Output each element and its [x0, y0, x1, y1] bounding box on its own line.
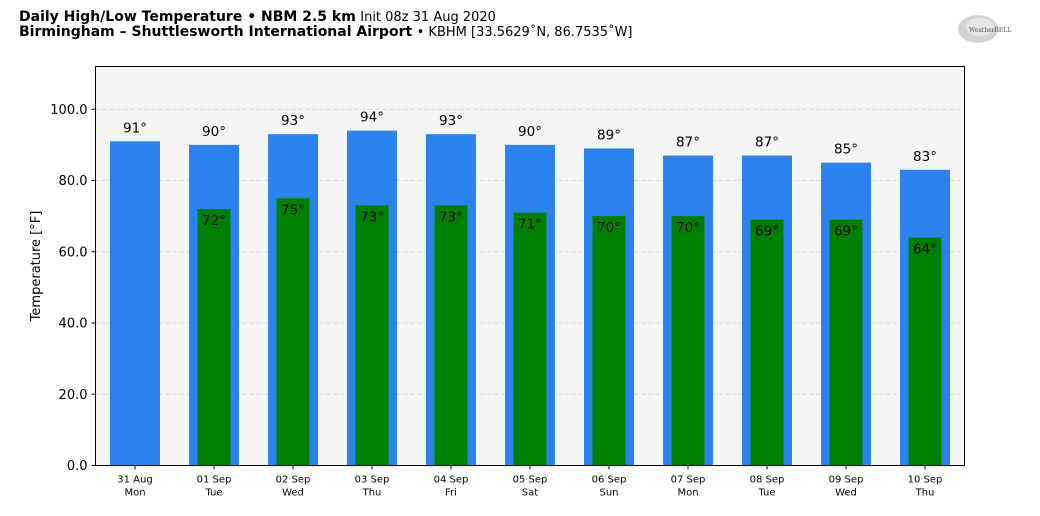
x-tick-label-date: 06 Sep [592, 475, 627, 486]
low-bar [513, 212, 547, 466]
y-tick-label: 0.0 [67, 459, 88, 474]
low-value-label: 64° [913, 242, 937, 258]
x-tick-label-day: Thu [915, 488, 935, 499]
low-value-label: 73° [360, 209, 384, 225]
high-value-label: 90° [518, 124, 542, 140]
high-value-label: 93° [281, 113, 305, 129]
high-value-label: 93° [439, 113, 463, 129]
low-bar [434, 205, 468, 466]
high-labels: 91° 90° 93° 94° 93° 90° 89° 87° 87° 85° 83° [123, 110, 937, 165]
x-tick-label-date: 31 Aug [117, 475, 152, 486]
low-bar [829, 219, 863, 466]
low-value-label: 72° [202, 213, 226, 229]
high-value-label: 87° [676, 135, 700, 151]
logo-text: WeatherBELL [969, 27, 1011, 34]
weatherbell-logo: WeatherBELL [958, 15, 1011, 43]
x-tick-label-day: Mon [677, 488, 698, 499]
low-bar [197, 209, 231, 466]
x-tick-label-date: 05 Sep [513, 475, 548, 486]
high-value-label: 85° [834, 142, 858, 158]
low-value-label: 69° [834, 224, 858, 240]
high-value-label: 87° [755, 135, 779, 151]
x-tick-label-date: 07 Sep [671, 475, 706, 486]
x-tick-label-day: Tue [757, 488, 775, 499]
chart-title: Daily High/Low Temperature • NBM 2.5 km … [19, 9, 496, 26]
high-value-label: 91° [123, 120, 147, 136]
low-value-label: 75° [281, 202, 305, 218]
low-bar [355, 205, 389, 466]
x-tick-label-date: 10 Sep [908, 475, 943, 486]
low-bar [750, 219, 784, 466]
low-bar [671, 216, 705, 466]
station-coords: • KBHM [33.5629˚N, 86.7535˚W] [416, 25, 633, 40]
x-axis: 31 Aug Mon 01 Sep Tue 02 Sep Wed 03 Sep Thu 04 S… [117, 465, 943, 499]
y-tick-label: 20.0 [59, 388, 88, 403]
x-tick-label-day: Wed [835, 488, 857, 499]
x-tick-label-day: Fri [445, 488, 457, 499]
high-value-label: 94° [360, 110, 384, 126]
chart-subtitle: Birmingham – Shuttlesworth International… [19, 24, 633, 41]
title-main: Daily High/Low Temperature • NBM 2.5 km [19, 9, 356, 25]
y-axis: 0.0 20.0 40.0 60.0 80.0 100.0 [50, 103, 96, 474]
high-value-label: 90° [202, 124, 226, 140]
low-value-label: 73° [439, 209, 463, 225]
y-tick-label: 80.0 [59, 174, 88, 189]
title-init: Init 08z 31 Aug 2020 [360, 10, 496, 25]
low-bar [592, 216, 626, 466]
x-tick-label-date: 02 Sep [276, 475, 311, 486]
y-tick-label: 60.0 [59, 245, 88, 260]
x-tick-label-day: Wed [282, 488, 304, 499]
high-value-label: 83° [913, 149, 937, 165]
y-tick-label: 100.0 [50, 103, 87, 118]
high-value-label: 89° [597, 127, 621, 143]
low-value-label: 71° [518, 217, 542, 233]
y-axis-label: Temperature [°F] [29, 211, 44, 323]
low-value-label: 70° [676, 220, 700, 236]
low-bars [197, 198, 942, 466]
x-tick-label-date: 08 Sep [750, 475, 785, 486]
x-tick-label-day: Tue [204, 488, 222, 499]
low-bar [908, 237, 942, 466]
high-bar [110, 141, 160, 466]
x-tick-label-date: 01 Sep [197, 475, 232, 486]
x-tick-label-day: Thu [362, 488, 382, 499]
x-tick-label-day: Sat [522, 488, 538, 499]
y-tick-label: 40.0 [59, 317, 88, 332]
low-value-label: 70° [597, 220, 621, 236]
low-value-label: 69° [755, 224, 779, 240]
low-bar [276, 198, 310, 466]
low-labels: 72° 75° 73° 73° 71° 70° 70° 69° 69° 64° [202, 202, 937, 257]
x-tick-label-day: Mon [124, 488, 145, 499]
x-tick-label-date: 09 Sep [829, 475, 864, 486]
station-name: Birmingham – Shuttlesworth International… [19, 24, 413, 40]
x-tick-label-day: Sun [599, 488, 618, 499]
x-tick-label-date: 03 Sep [355, 475, 390, 486]
x-tick-label-date: 04 Sep [434, 475, 469, 486]
